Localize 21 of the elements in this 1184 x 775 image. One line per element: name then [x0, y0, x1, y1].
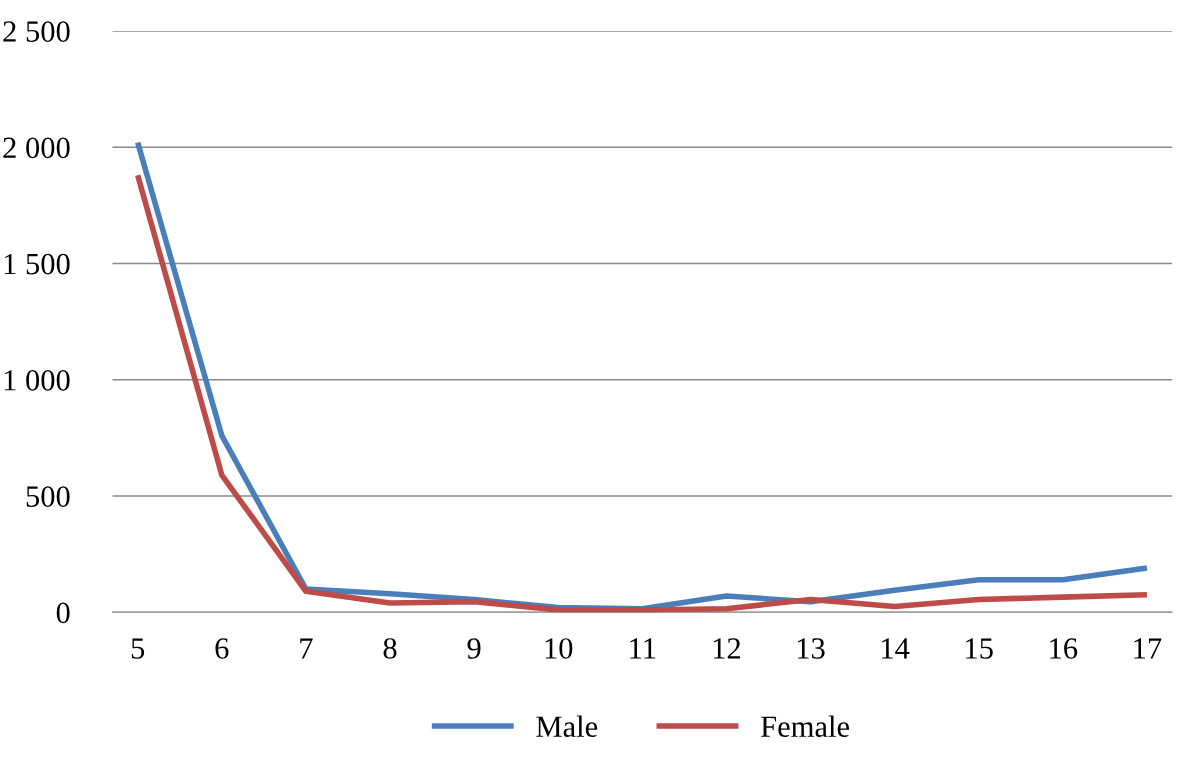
legend-label: Female	[761, 715, 850, 737]
y-tick-label: 1 500	[4, 253, 70, 275]
x-tick-label: 16	[1050, 638, 1078, 659]
x-tick-label: 15	[966, 638, 993, 659]
x-tick-label: 12	[713, 638, 741, 659]
x-tick-label: 10	[545, 638, 573, 659]
x-tick-label: 6	[215, 638, 229, 659]
x-tick-label: 8	[383, 638, 397, 659]
legend-label: Male	[536, 715, 598, 737]
x-tick-label: 14	[882, 638, 910, 659]
x-tick-label: 5	[131, 638, 145, 659]
y-tick-label: 500	[26, 486, 70, 507]
x-tick-label: 11	[630, 638, 656, 659]
y-tick-label: 1 000	[4, 370, 70, 391]
y-tick-label: 2 000	[3, 137, 70, 159]
x-tick-label: 9	[467, 638, 481, 659]
x-tick-label: 7	[300, 638, 313, 659]
x-tick-label: 17	[1134, 638, 1162, 659]
x-tick-label: 13	[797, 638, 825, 659]
y-tick-label: 0	[56, 602, 70, 624]
y-tick-label: 2 500	[3, 21, 70, 42]
